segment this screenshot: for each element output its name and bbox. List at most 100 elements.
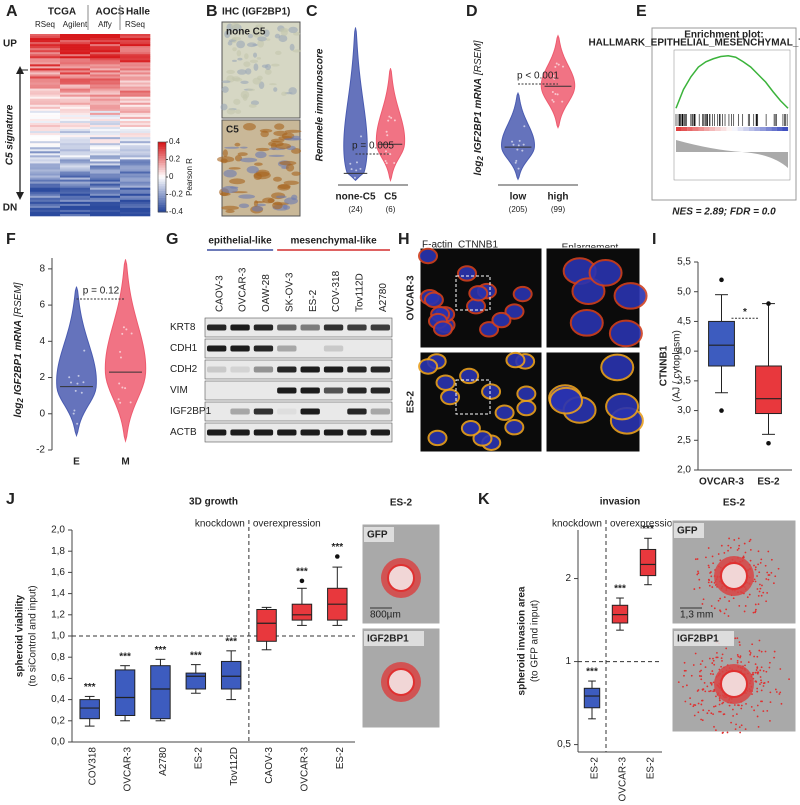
heatmap-cell [30,122,61,126]
invading-cell [733,704,736,706]
heatmap-cell [60,60,91,63]
band [370,366,390,373]
y-axis-label: log2 IGF2BP1 mRNA [RSEM] [473,40,485,175]
tissue-spot [289,43,295,51]
x-tick-label: low [510,192,527,203]
x-tick-label: OVCAR-3 [300,747,311,792]
heatmap-cell [60,42,91,45]
y-axis-label: spheroid invasion area [517,586,528,695]
nucleus [418,247,438,265]
jitter-dot [74,389,77,392]
heatmap-cell [60,201,91,205]
heatmap-cell [120,175,151,178]
y-tick-label: 2,0 [677,465,691,476]
jitter-dot [393,161,396,164]
heatmap-cell [60,72,91,75]
invading-cell [737,537,740,540]
heatmap-cell [120,36,151,39]
heatmap-cell [90,135,121,138]
jitter-dot [385,162,388,165]
colorbar-slice [158,174,166,178]
y-tick-label: 3,0 [677,405,691,416]
heatmap-cell [90,102,121,106]
heatmap-cell [120,141,151,144]
tissue-spot [239,157,258,163]
invading-cell [701,660,704,662]
invading-cell [713,705,715,708]
jitter-dot [69,381,72,384]
group-label: TCGA [48,7,76,18]
invading-cell [701,688,704,691]
box [79,699,100,720]
invading-cell [765,670,768,673]
label-unit: [RSEM] [13,282,24,318]
jitter-dot [385,130,388,133]
invading-cell [748,593,751,596]
invading-cell [762,591,765,594]
heatmap-cell [60,165,91,168]
protein-label: CDH1 [170,343,198,354]
label-sub: 2 [476,155,485,161]
y-tick-label: 1,2 [51,609,65,620]
heatmap-cell [60,187,91,191]
colorbar-slice [158,170,166,173]
nucleus [432,320,453,337]
invading-cell [736,661,739,664]
band [370,324,390,331]
invading-cell [757,550,760,553]
heatmap-cell [30,149,61,152]
colorbar-tick-label: 0.2 [169,155,181,164]
lane-label: SK-OV-3 [284,272,295,312]
band [300,387,320,394]
band [277,408,297,415]
tissue-spot [236,40,246,49]
heatmap-cell [30,82,61,85]
heatmap-cell [60,106,91,110]
invading-cell [713,663,716,666]
heatmap-cell [30,48,61,51]
jitter-dot [393,119,396,122]
heatmap-cell [90,159,121,162]
heatmap-cell [90,173,121,176]
heatmap-cell [90,74,121,77]
heatmap-cell [120,90,151,93]
band [323,387,344,394]
heatmap-cell [90,56,121,59]
heatmap-cell [120,127,151,130]
x-tick-label: C5 [384,192,397,203]
heatmap-cell [120,187,151,191]
invading-cell [703,681,706,684]
colorbar-slice [158,167,166,171]
heatmap-cell [90,82,121,85]
jitter-dot [554,93,557,96]
invading-cell [764,650,767,653]
jitter-dot [77,374,80,377]
invading-cell [769,691,772,694]
heatmap-cell [60,38,91,41]
heatmap-cell [30,145,61,148]
outlier [299,578,305,584]
tissue-spot [249,59,259,64]
panel-label: A [6,3,18,20]
heatmap-cell [120,66,151,69]
rank-gradient [732,127,738,131]
invading-cell [765,578,768,580]
heatmap-cell [120,165,151,168]
heatmap-cell [90,118,121,122]
heatmap-cell [30,125,61,128]
spheroid-core [720,562,748,590]
invading-cell [775,691,778,693]
label-sub: 2 [16,397,25,403]
heatmap-cell [60,122,91,126]
heatmap-cell [120,191,151,195]
nucleus [435,374,456,391]
heatmap-cell [60,86,91,89]
jitter-dot [119,350,122,353]
nucleus [459,367,480,385]
colorbar-slice [158,151,166,155]
tissue-spot [240,90,250,99]
box [256,609,277,642]
heatmap-cell [120,167,151,170]
nucleus [427,429,448,447]
invading-cell [749,653,752,656]
